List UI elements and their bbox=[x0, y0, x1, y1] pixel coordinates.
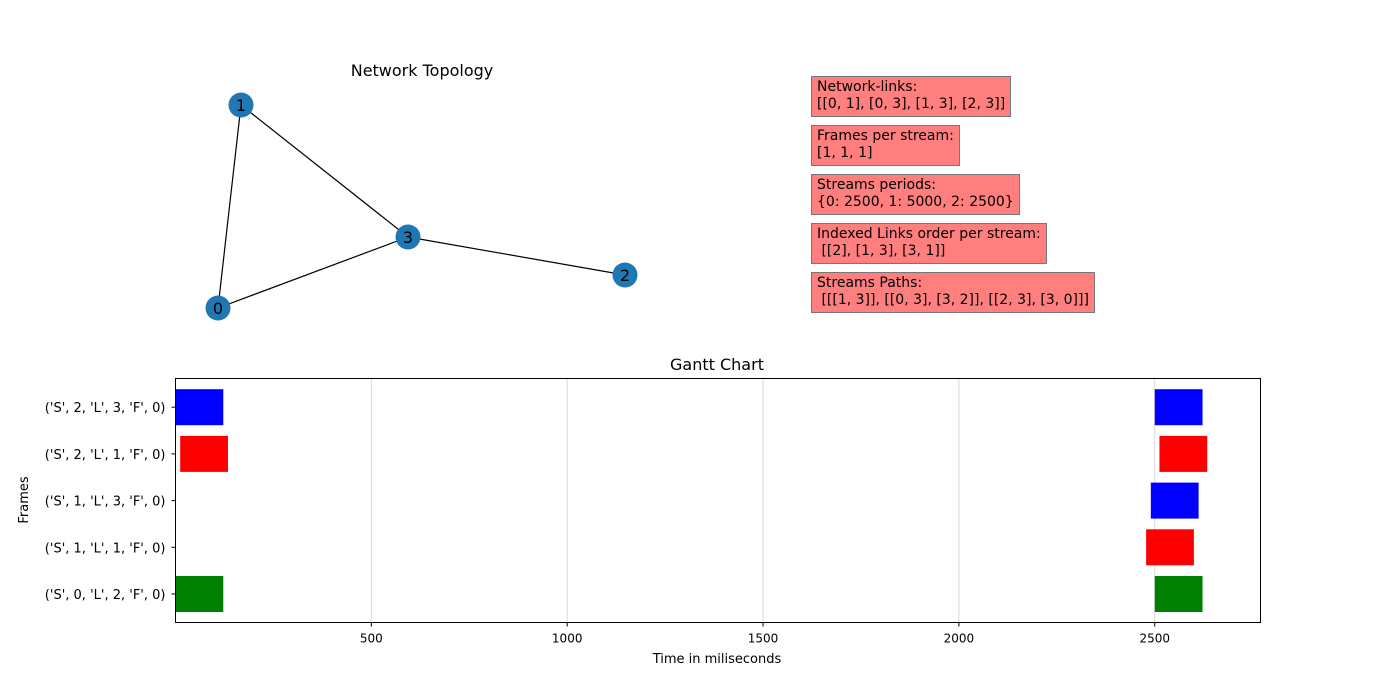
gantt-ylabel: Frames bbox=[17, 476, 32, 524]
gantt-bar bbox=[1159, 435, 1208, 472]
gantt-y-ticks: ('S', 0, 'L', 2, 'F', 0) ('S', 1, 'L', 1,… bbox=[45, 401, 176, 603]
gantt-xlabel: Time in miliseconds bbox=[652, 652, 782, 667]
topology-node-2 bbox=[612, 262, 638, 288]
topology-node-3 bbox=[395, 224, 421, 250]
gantt-gridlines bbox=[370, 378, 1156, 623]
topology-node-label: 3 bbox=[403, 228, 413, 247]
gantt-bar bbox=[1150, 482, 1199, 519]
info-value: [[[1, 3]], [[0, 3], [3, 2]], [[2, 3], [3… bbox=[817, 292, 1089, 308]
topology-node-label: 2 bbox=[620, 266, 630, 285]
gantt-bars bbox=[175, 389, 1208, 612]
info-heading: Streams Paths: bbox=[817, 275, 923, 291]
topology-edge-1-3 bbox=[240, 104, 409, 238]
gantt-bar bbox=[175, 389, 224, 426]
gantt-x-tick-label: 1500 bbox=[748, 632, 779, 646]
topology-node-0 bbox=[205, 295, 231, 321]
gantt-x-tick-label: 1000 bbox=[552, 632, 583, 646]
topology-title: Network Topology bbox=[351, 61, 494, 80]
info-value: [[2], [1, 3], [3, 1]] bbox=[817, 243, 946, 259]
info-value: [1, 1, 1] bbox=[817, 145, 873, 161]
topology-node-label: 1 bbox=[236, 96, 246, 115]
gantt-y-tick-label: ('S', 0, 'L', 2, 'F', 0) bbox=[45, 588, 166, 603]
gantt-x-tick-label: 2000 bbox=[944, 632, 975, 646]
info-box-streams-periods: Streams periods: {0: 2500, 1: 5000, 2: 25… bbox=[811, 174, 1020, 215]
info-box-links-order: Indexed Links order per stream: [[2], [1… bbox=[811, 223, 1047, 264]
topology-edges bbox=[217, 104, 626, 309]
gantt-x-tick-label: 500 bbox=[360, 632, 383, 646]
info-heading: Streams periods: bbox=[817, 177, 937, 193]
topology-edge-0-3 bbox=[217, 236, 409, 309]
gantt-axes-frame bbox=[175, 378, 1261, 623]
gantt-x-ticks: 500 1000 1500 2000 2500 bbox=[360, 622, 1170, 646]
gantt-bar bbox=[1146, 529, 1194, 566]
info-value: {0: 2500, 1: 5000, 2: 2500} bbox=[817, 194, 1014, 210]
topology-node-1 bbox=[228, 92, 254, 118]
info-value: [[0, 1], [0, 3], [1, 3], [2, 3]] bbox=[817, 96, 1006, 112]
gantt-bar bbox=[180, 435, 228, 472]
info-heading: Frames per stream: bbox=[817, 128, 954, 144]
topology-edge-0-1 bbox=[217, 104, 242, 309]
gantt-y-tick-label: ('S', 2, 'L', 1, 'F', 0) bbox=[45, 448, 166, 463]
gantt-y-tick-label: ('S', 1, 'L', 1, 'F', 0) bbox=[45, 541, 166, 556]
gantt-x-tick-label: 2500 bbox=[1139, 632, 1170, 646]
gantt-bar bbox=[1154, 389, 1203, 426]
info-box-frames-per-stream: Frames per stream: [1, 1, 1] bbox=[811, 125, 960, 166]
gantt-bar bbox=[1154, 576, 1203, 612]
gantt-y-tick-label: ('S', 1, 'L', 3, 'F', 0) bbox=[45, 495, 166, 510]
gantt-bar bbox=[175, 576, 224, 612]
gantt-y-tick-label: ('S', 2, 'L', 3, 'F', 0) bbox=[45, 401, 166, 416]
info-box-streams-paths: Streams Paths: [[[1, 3]], [[0, 3], [3, 2… bbox=[811, 272, 1095, 313]
topology-edge-2-3 bbox=[407, 236, 626, 276]
gantt-title: Gantt Chart bbox=[670, 355, 764, 374]
info-heading: Indexed Links order per stream: bbox=[817, 226, 1041, 242]
topology-nodes: 0 1 2 3 bbox=[205, 92, 638, 321]
info-heading: Network-links: bbox=[817, 79, 918, 95]
info-box-network-links: Network-links: [[0, 1], [0, 3], [1, 3], [… bbox=[811, 76, 1012, 117]
topology-node-label: 0 bbox=[213, 299, 223, 318]
